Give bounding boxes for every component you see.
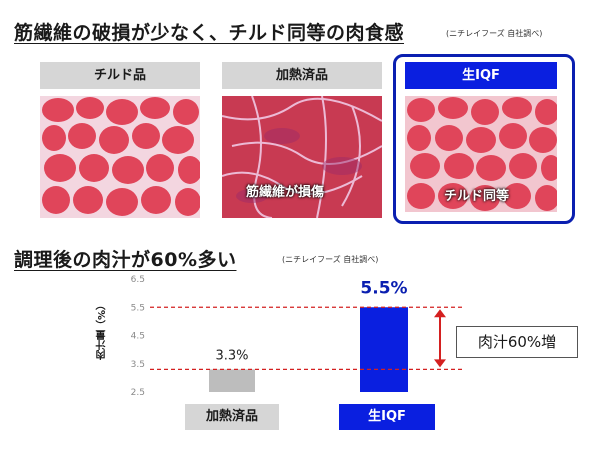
panel-chilled-label: チルド品 bbox=[40, 62, 200, 89]
x-label-cooked: 加熱済品 bbox=[185, 404, 279, 430]
cooked-caption: 筋繊維が損傷 bbox=[246, 185, 325, 200]
y-tick-label: 4.5 bbox=[131, 332, 145, 342]
chilled-muscle-image bbox=[40, 96, 200, 218]
panel-cooked-label: 加熱済品 bbox=[222, 62, 382, 89]
value-label-iqf: 5.5% bbox=[360, 278, 407, 298]
bar-1 bbox=[360, 307, 408, 392]
y-axis-label: 肉汁量（%） bbox=[97, 300, 108, 361]
section1-source-note: (ニチレイフーズ 自社調べ) bbox=[446, 29, 543, 38]
value-label-cooked: 3.3% bbox=[215, 348, 248, 363]
y-tick-label: 3.5 bbox=[131, 360, 145, 370]
bar-0 bbox=[209, 369, 255, 392]
iqf-muscle-image bbox=[405, 96, 557, 212]
section1-title: 筋繊維の破損が少なく、チルド同等の肉食感 bbox=[14, 22, 405, 44]
juice-increase-callout: 肉汁60%増 bbox=[456, 326, 578, 358]
difference-arrow-head-up bbox=[434, 309, 446, 318]
y-tick-label: 6.5 bbox=[131, 275, 145, 285]
y-tick-label: 5.5 bbox=[131, 303, 145, 313]
iqf-caption: チルド同等 bbox=[444, 189, 510, 204]
x-label-iqf: 生IQF bbox=[339, 404, 435, 430]
section2-title: 調理後の肉汁が60%多い bbox=[14, 249, 237, 271]
section2-source-note: (ニチレイフーズ 自社調べ) bbox=[282, 255, 379, 264]
cooked-muscle-image bbox=[222, 96, 382, 218]
panel-iqf-label: 生IQF bbox=[405, 62, 557, 89]
y-tick-label: 2.5 bbox=[131, 388, 145, 398]
iqf-highlight-frame bbox=[393, 54, 575, 224]
difference-arrow-head-down bbox=[434, 359, 446, 368]
